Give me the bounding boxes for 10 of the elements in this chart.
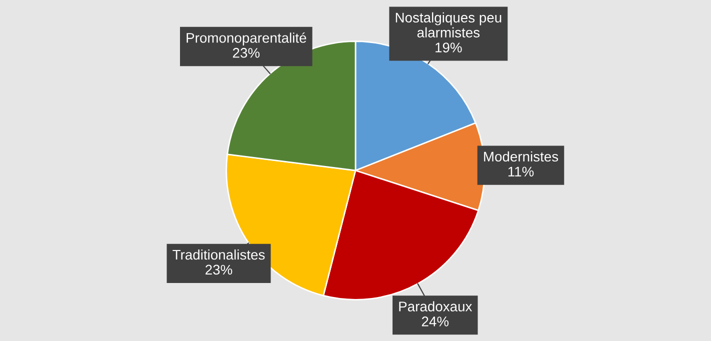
slice-label: Nostalgiques peu alarmistes: [396, 12, 502, 38]
slice-label: Paradoxaux: [399, 301, 472, 312]
data-label: 19%: [436, 42, 462, 52]
data-label: 11%: [508, 166, 534, 176]
data-label: 23%: [206, 264, 232, 275]
data-label: 24%: [422, 316, 449, 326]
slice-label: Traditionalistes: [172, 249, 265, 260]
slice-label: Promonoparentalité: [186, 32, 306, 46]
data-label: 23%: [232, 48, 260, 58]
slice-label: Modernistes: [484, 151, 558, 162]
